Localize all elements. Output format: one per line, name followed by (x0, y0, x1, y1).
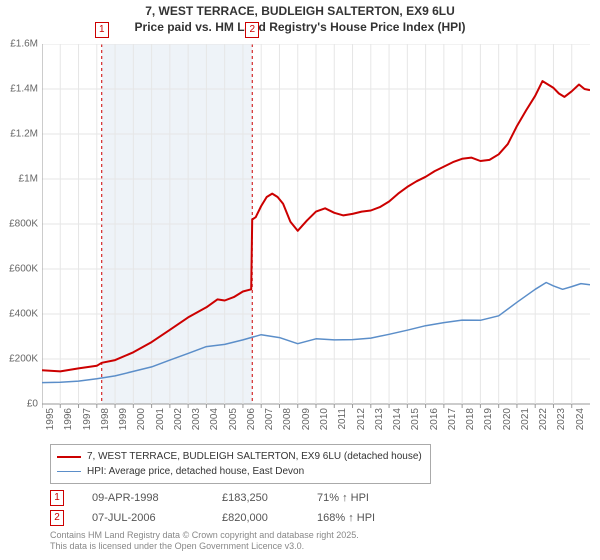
chart-title: 7, WEST TERRACE, BUDLEIGH SALTERTON, EX9… (0, 0, 600, 35)
footer-attribution: Contains HM Land Registry data © Crown c… (50, 530, 359, 553)
sales-table: 1 09-APR-1998 £183,250 71% ↑ HPI 2 07-JU… (50, 488, 437, 528)
x-axis-label: 2000 (136, 408, 147, 436)
x-axis-label: 2004 (209, 408, 220, 436)
x-axis-label: 2012 (356, 408, 367, 436)
x-axis-label: 2015 (410, 408, 421, 436)
table-row: 1 09-APR-1998 £183,250 71% ↑ HPI (50, 488, 437, 508)
x-axis-label: 2007 (264, 408, 275, 436)
legend: 7, WEST TERRACE, BUDLEIGH SALTERTON, EX9… (50, 444, 431, 484)
x-axis-label: 2013 (374, 408, 385, 436)
y-axis-label: £0 (0, 399, 38, 410)
title-subtitle: Price paid vs. HM Land Registry's House … (0, 20, 600, 36)
chart-container: 7, WEST TERRACE, BUDLEIGH SALTERTON, EX9… (0, 0, 600, 560)
x-axis-label: 2009 (301, 408, 312, 436)
x-axis-label: 2002 (173, 408, 184, 436)
y-axis-label: £800K (0, 219, 38, 230)
footer-line: Contains HM Land Registry data © Crown c… (50, 530, 359, 541)
y-axis-label: £1.2M (0, 129, 38, 140)
y-axis-label: £1.4M (0, 84, 38, 95)
x-axis-label: 1995 (45, 408, 56, 436)
x-axis-label: 2019 (483, 408, 494, 436)
legend-item: 7, WEST TERRACE, BUDLEIGH SALTERTON, EX9… (57, 449, 422, 464)
x-axis-label: 2011 (337, 408, 348, 436)
chart-svg (42, 44, 590, 444)
plot-area: £0£200K£400K£600K£800K£1M£1.2M£1.4M£1.6M… (42, 44, 590, 404)
sale-diff: 168% ↑ HPI (317, 512, 437, 524)
x-axis-label: 2016 (429, 408, 440, 436)
x-axis-label: 2018 (465, 408, 476, 436)
y-axis-label: £200K (0, 354, 38, 365)
x-axis-label: 2003 (191, 408, 202, 436)
y-axis-label: £600K (0, 264, 38, 275)
legend-swatch-icon (57, 471, 81, 472)
sale-price: £183,250 (222, 492, 317, 504)
x-axis-label: 2020 (502, 408, 513, 436)
x-axis-label: 2006 (246, 408, 257, 436)
x-axis-label: 2017 (447, 408, 458, 436)
y-axis-label: £1M (0, 174, 38, 185)
x-axis-label: 2010 (319, 408, 330, 436)
x-axis-label: 2008 (282, 408, 293, 436)
sale-price: £820,000 (222, 512, 317, 524)
x-axis-label: 2021 (520, 408, 531, 436)
footer-line: This data is licensed under the Open Gov… (50, 541, 359, 552)
x-axis-label: 2022 (538, 408, 549, 436)
x-axis-label: 1998 (100, 408, 111, 436)
y-axis-label: £1.6M (0, 39, 38, 50)
x-axis-label: 2024 (575, 408, 586, 436)
x-axis-label: 2001 (155, 408, 166, 436)
x-axis-label: 1999 (118, 408, 129, 436)
legend-item: HPI: Average price, detached house, East… (57, 464, 422, 479)
sale-marker-icon: 1 (95, 22, 109, 38)
x-axis-label: 2014 (392, 408, 403, 436)
x-axis-label: 1997 (82, 408, 93, 436)
sale-marker-icon: 1 (50, 490, 64, 506)
sale-date: 07-JUL-2006 (92, 512, 222, 524)
sale-date: 09-APR-1998 (92, 492, 222, 504)
legend-label: 7, WEST TERRACE, BUDLEIGH SALTERTON, EX9… (87, 449, 422, 464)
sale-marker-icon: 2 (50, 510, 64, 526)
x-axis-label: 2023 (556, 408, 567, 436)
sale-diff: 71% ↑ HPI (317, 492, 437, 504)
legend-label: HPI: Average price, detached house, East… (87, 464, 304, 479)
title-address: 7, WEST TERRACE, BUDLEIGH SALTERTON, EX9… (0, 4, 600, 20)
legend-swatch-icon (57, 456, 81, 458)
y-axis-label: £400K (0, 309, 38, 320)
x-axis-label: 1996 (63, 408, 74, 436)
table-row: 2 07-JUL-2006 £820,000 168% ↑ HPI (50, 508, 437, 528)
x-axis-label: 2005 (228, 408, 239, 436)
sale-marker-icon: 2 (245, 22, 259, 38)
